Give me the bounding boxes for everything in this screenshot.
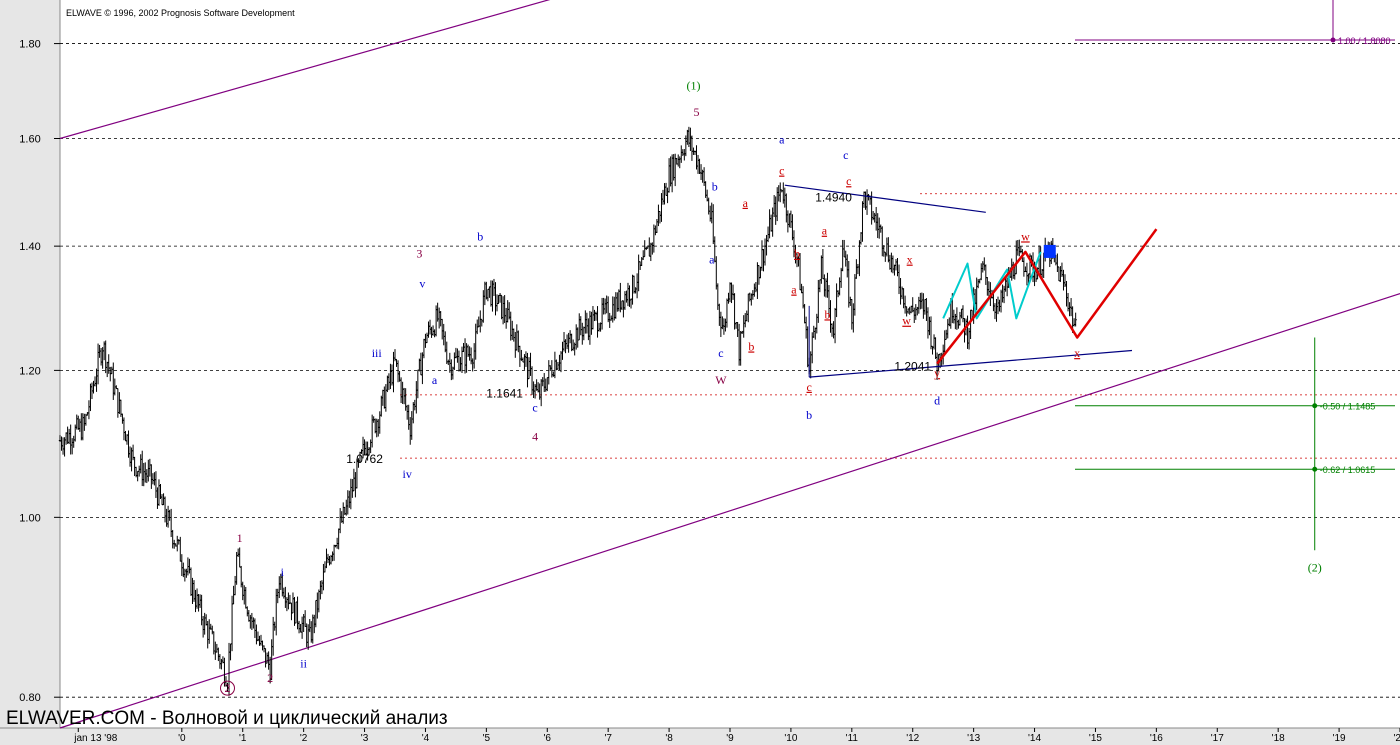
copyright-text: ELWAVE © 1996, 2002 Prognosis Software D… [66, 8, 295, 18]
y-tick-label: 1.20 [19, 365, 40, 377]
wave-label: ii [300, 657, 307, 671]
wave-label: b [794, 247, 800, 261]
x-tick-label: jan 13 '98 [73, 733, 117, 744]
horizontal-levels: 1.00 / 1.8080 -0.50 / 1.1485 -0.62 / 1.061… [400, 0, 1400, 575]
wave-label: w [1021, 229, 1030, 243]
wave-label: a [779, 133, 785, 147]
wave-label: i [281, 565, 285, 579]
x-tick-label: '0 [178, 733, 186, 744]
wave-label: 1 [237, 531, 243, 545]
wave-label: 5 [694, 105, 700, 119]
x-tick-label: '12 [906, 733, 919, 744]
x-tick-label: '11 [846, 733, 859, 744]
channel-upper-line [59, 0, 551, 140]
x-tick-label: '18 [1272, 733, 1285, 744]
wave-label: a [709, 253, 715, 267]
y-tick-label: 1.00 [19, 512, 40, 524]
wave-label: v [419, 276, 425, 290]
wave-label: b [748, 339, 754, 353]
wave-label: c [843, 148, 848, 162]
price-value-label: 1.1641 [486, 387, 523, 401]
y-axis-ticks: 0.80 1.00 1.20 1.40 1.60 1.80 [19, 39, 60, 704]
x-tick-label: '3 [361, 733, 369, 744]
wave-label-circle [220, 680, 235, 696]
wave-label: b [824, 307, 830, 321]
wave-label: iv [403, 467, 412, 481]
x-tick-label: '6 [544, 733, 552, 744]
y-tick-label: 1.80 [19, 39, 40, 51]
x-tick-label: '19 [1333, 733, 1346, 744]
y-tick-label: 1.60 [19, 134, 40, 146]
projection-path [936, 228, 1158, 365]
watermark-text: ELWAVER.COM - Волновой и циклический ана… [6, 708, 448, 729]
x-tick-label: '16 [1150, 733, 1163, 744]
triangle-upper-line [784, 184, 986, 213]
x-axis-panel [0, 728, 1400, 745]
channel-lower-line [59, 293, 1400, 729]
x-tick-label: '15 [1089, 733, 1102, 744]
x-tick-label: '9 [726, 733, 734, 744]
wave-label: c [846, 174, 851, 188]
price-value-label: 1.2041 [894, 359, 931, 373]
wave-patterns [784, 184, 1158, 378]
wave-label: (1) [686, 79, 700, 93]
x-tick-label: '10 [784, 733, 797, 744]
price-value-label: 1.4940 [815, 190, 852, 204]
level-label: -0.50 / 1.1485 [1320, 402, 1376, 412]
wave-label: d [934, 394, 940, 408]
fib-wave-label: (2) [1308, 561, 1322, 575]
wave-label: b [806, 408, 812, 422]
x-tick-label: '1 [239, 733, 247, 744]
price-value-label: 1.0762 [346, 452, 383, 466]
wave-label: 4 [532, 430, 538, 444]
x-tick-label: '17 [1211, 733, 1224, 744]
wave-label: a [432, 373, 438, 387]
x-tick-label: '4 [422, 733, 430, 744]
wave-label: a [743, 196, 749, 210]
x-tick-label: '7 [604, 733, 612, 744]
wave-label: b [712, 180, 718, 194]
trend-channel [59, 0, 1400, 729]
y-axis-panel [0, 0, 60, 728]
wave-label: c [532, 401, 537, 415]
y-tick-label: 1.40 [19, 241, 40, 253]
wave-label: c [718, 346, 723, 360]
x-tick-label: '2 [300, 733, 308, 744]
triangle-lower-line [809, 349, 1133, 378]
x-tick-label: '14 [1028, 733, 1041, 744]
wave-label: c [807, 380, 812, 394]
level-label: -0.62 / 1.0615 [1320, 465, 1376, 475]
position-marker-box [1043, 244, 1056, 258]
level-label: 1.00 / 1.8080 [1338, 36, 1391, 46]
wave-label: a [822, 224, 828, 238]
wave-label: 3 [416, 247, 422, 261]
x-tick-label: '20 [1393, 733, 1400, 744]
x-tick-label: '8 [665, 733, 673, 744]
wave-label: x [907, 253, 913, 267]
wave-label: y [934, 366, 940, 380]
wave-label: 2 [225, 681, 231, 695]
x-tick-label: '5 [483, 733, 491, 744]
wave-label: 2 [267, 671, 273, 685]
wave-label: iii [372, 346, 383, 360]
wave-label: x [1074, 346, 1080, 360]
wave-label: c [779, 164, 784, 178]
x-axis-ticks: jan 13 '98 '0 '1 '2 '3 '4 '5 '6 '7 '8 '9 '10 '11 '12 '… [73, 728, 1400, 744]
wave-label: W [715, 373, 727, 387]
price-series [58, 126, 1077, 696]
grid-lines [60, 43, 1400, 698]
wave-label: b [477, 229, 483, 243]
y-tick-label: 0.80 [19, 692, 40, 704]
wave-label: a [791, 283, 797, 297]
wave-label: w [902, 314, 911, 328]
x-tick-label: '13 [967, 733, 980, 744]
